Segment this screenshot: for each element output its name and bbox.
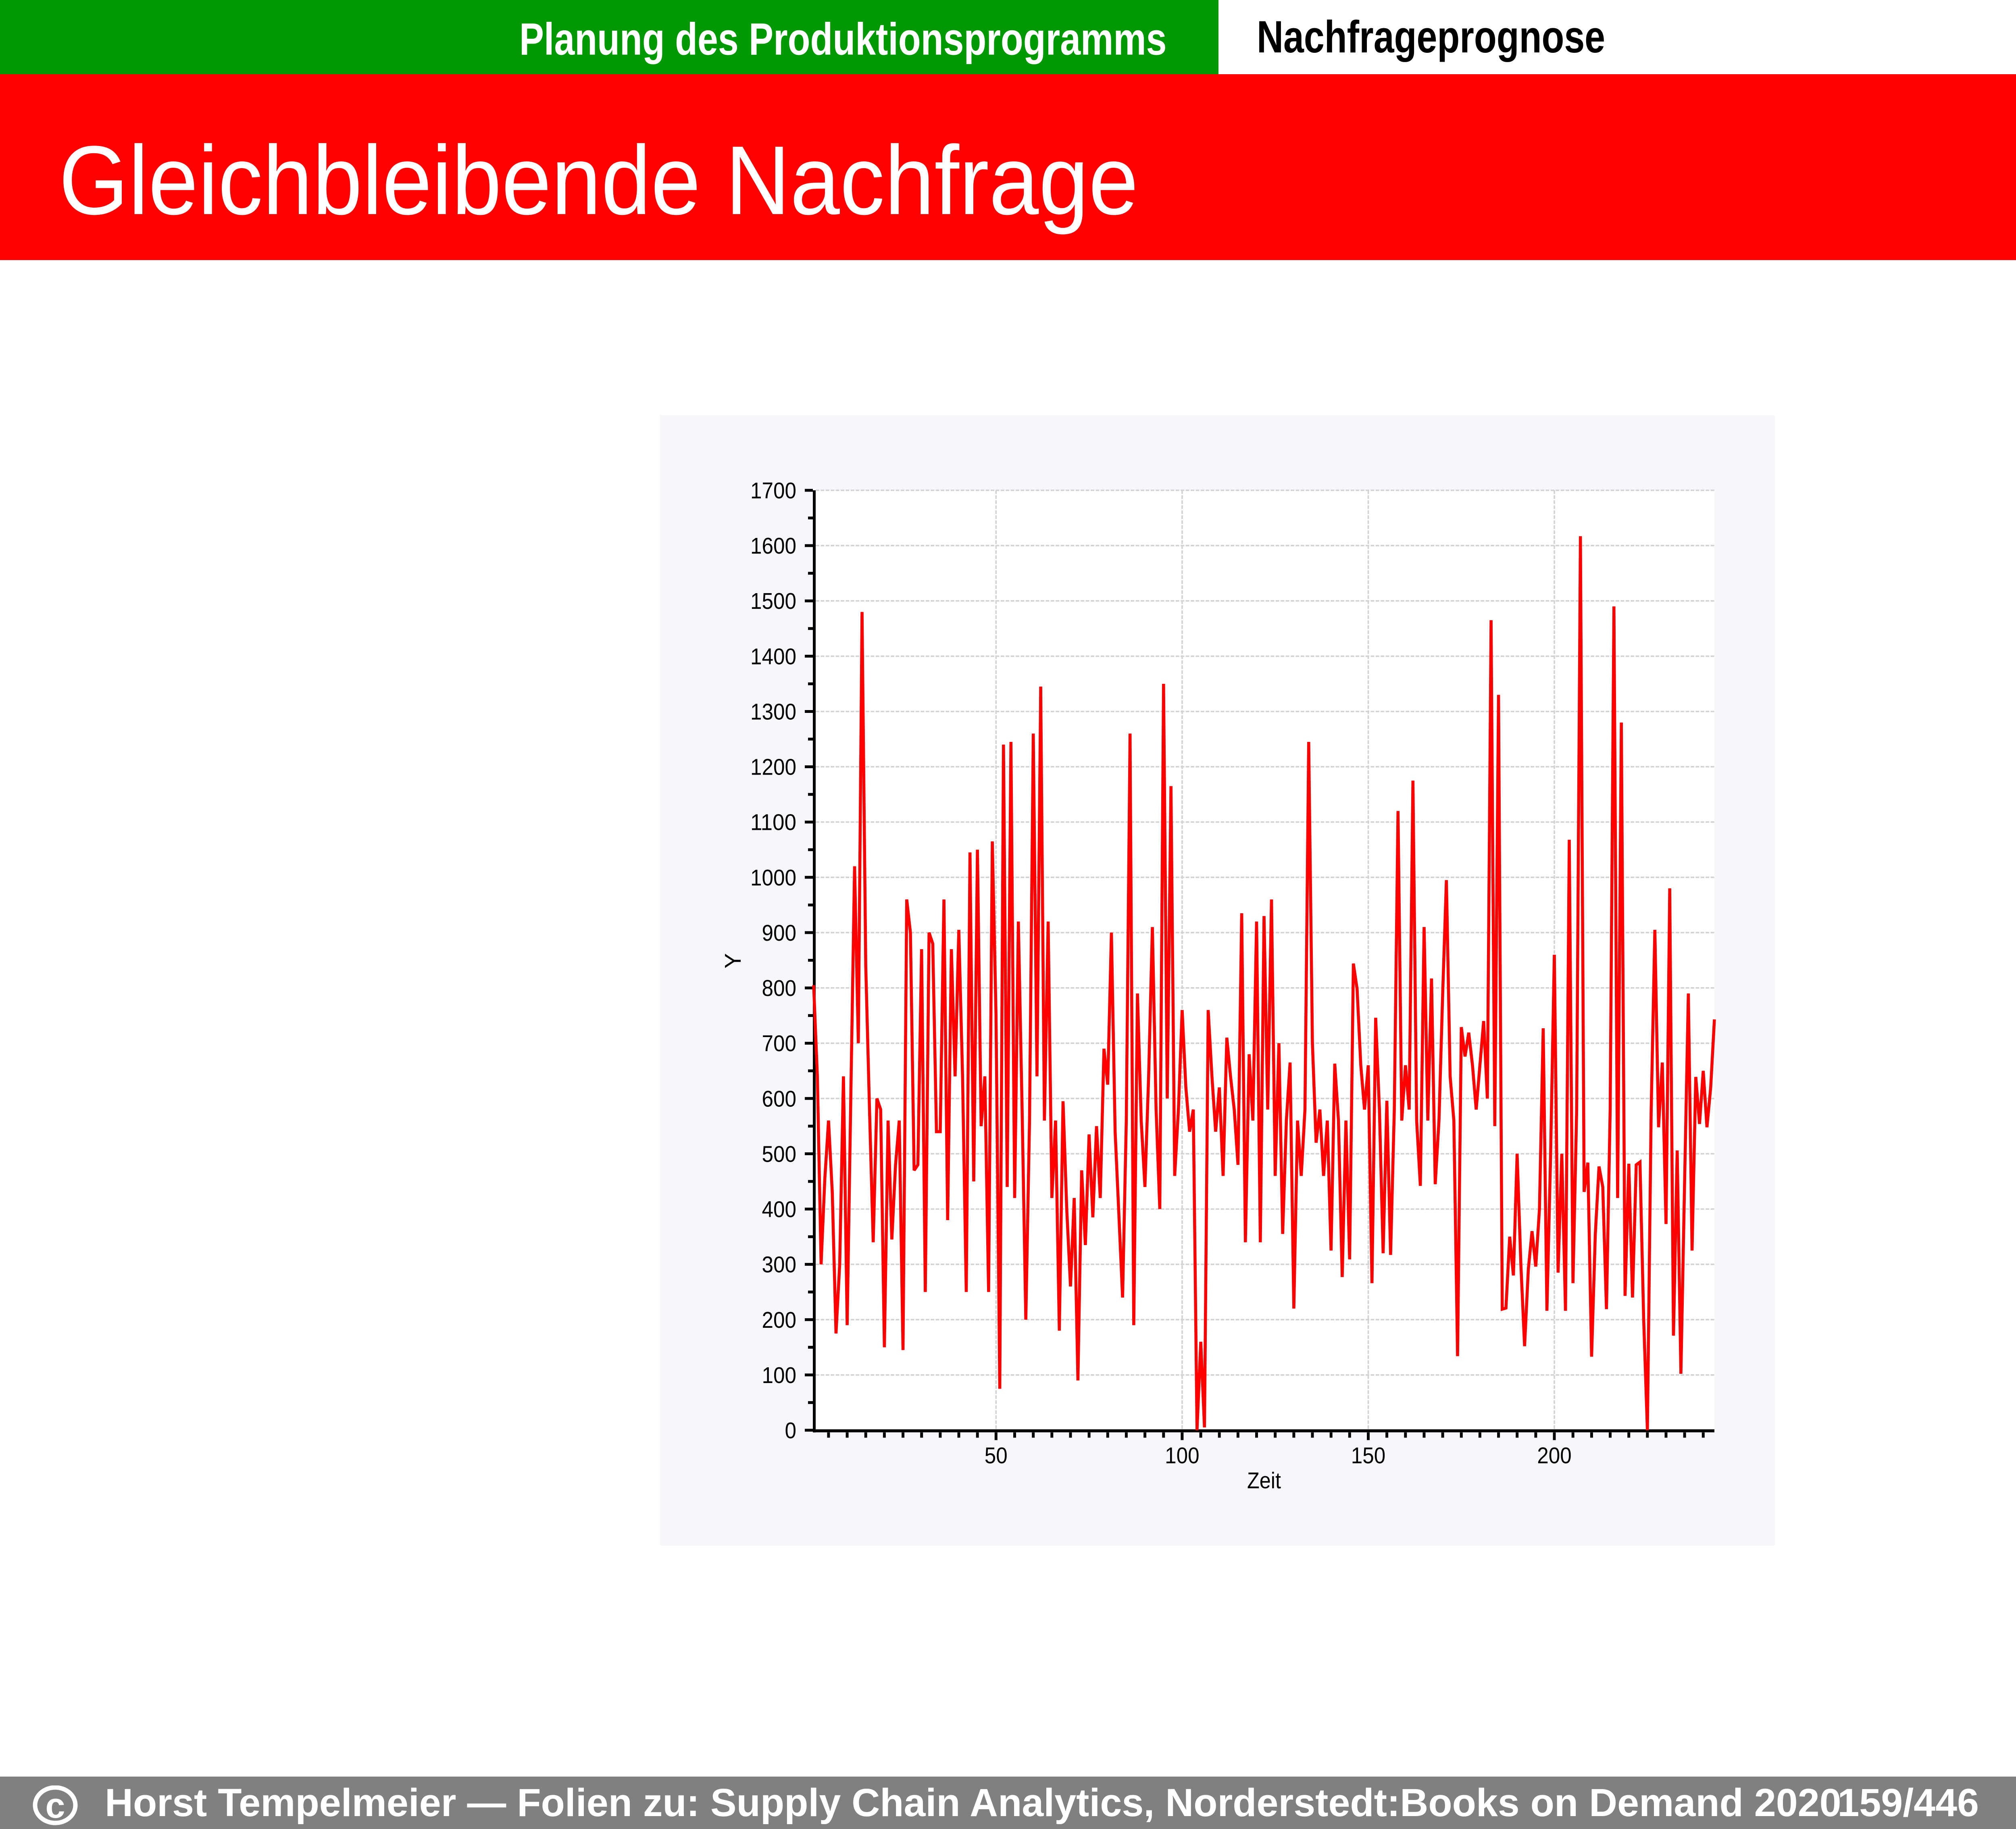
- svg-text:100: 100: [1165, 1443, 1200, 1469]
- svg-text:Zeit: Zeit: [1247, 1468, 1281, 1494]
- svg-text:400: 400: [762, 1197, 797, 1223]
- svg-text:1200: 1200: [750, 754, 796, 780]
- svg-text:600: 600: [762, 1086, 797, 1112]
- svg-text:1000: 1000: [750, 865, 796, 891]
- svg-text:1100: 1100: [750, 810, 796, 835]
- svg-text:1700: 1700: [750, 478, 796, 504]
- svg-text:900: 900: [762, 920, 797, 946]
- svg-text:200: 200: [762, 1307, 797, 1333]
- svg-text:100: 100: [762, 1362, 797, 1388]
- svg-text:1600: 1600: [750, 533, 796, 559]
- svg-text:c: c: [46, 1785, 65, 1825]
- svg-text:0: 0: [785, 1418, 797, 1444]
- svg-text:500: 500: [762, 1141, 797, 1167]
- svg-text:1300: 1300: [750, 699, 796, 725]
- svg-text:200: 200: [1537, 1443, 1572, 1469]
- svg-text:700: 700: [762, 1031, 797, 1056]
- svg-text:50: 50: [985, 1443, 1008, 1469]
- svg-text:1500: 1500: [750, 588, 796, 614]
- svg-text:800: 800: [762, 975, 797, 1001]
- svg-text:Y: Y: [720, 953, 746, 969]
- svg-text:1400: 1400: [750, 644, 796, 669]
- svg-text:150: 150: [1351, 1443, 1386, 1469]
- svg-text:300: 300: [762, 1252, 797, 1278]
